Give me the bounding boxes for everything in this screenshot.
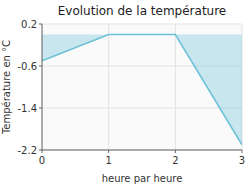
grid-line-x [175, 24, 176, 150]
y-tick-label: -2.2 [17, 145, 37, 156]
x-axis-label: heure par heure [102, 173, 183, 184]
x-tick-label: 3 [239, 155, 245, 166]
y-tick [39, 66, 42, 67]
chart-title: Evolution de la température [58, 4, 227, 18]
y-axis-line [42, 24, 43, 150]
x-tick [242, 150, 243, 153]
line [42, 35, 242, 145]
y-tick [39, 24, 42, 25]
y-tick-label: -0.6 [17, 61, 37, 72]
y-tick-label: 0.2 [21, 19, 37, 30]
x-tick-label: 0 [39, 155, 45, 166]
grid-line-y [42, 150, 242, 151]
x-tick-label: 2 [172, 155, 178, 166]
x-tick [175, 150, 176, 153]
grid-line-y [42, 108, 242, 109]
grid [42, 24, 242, 150]
y-tick-label: -1.4 [17, 103, 37, 114]
x-axis-line [42, 150, 242, 151]
area-fill [42, 35, 242, 145]
data-layer [42, 35, 242, 145]
x-tick-label: 1 [105, 155, 111, 166]
plot-area [42, 24, 242, 150]
x-tick [42, 150, 43, 153]
y-tick [39, 108, 42, 109]
x-tick [108, 150, 109, 153]
y-axis-label: Température en °C [1, 40, 12, 135]
chart-svg: 0.2 -0.6 -1.4 -2.20 1 2 3 Evolution de la tempé… [0, 0, 250, 188]
grid-line-x [108, 24, 109, 150]
grid-line-x [42, 24, 43, 150]
grid-line-y [42, 24, 242, 25]
chart-container: 0.2 -0.6 -1.4 -2.20 1 2 3 Evolution de la tempé… [0, 0, 250, 188]
